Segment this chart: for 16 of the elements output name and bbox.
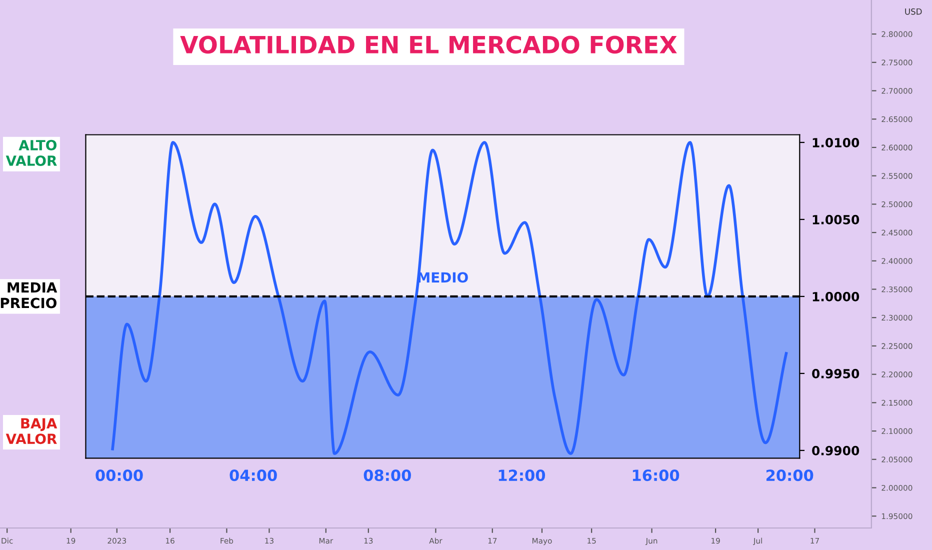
x-tick-label: 16:00	[632, 470, 680, 482]
annotation: ALTO VALOR	[6, 140, 57, 166]
x-tick-label: 04:00	[230, 470, 277, 482]
y-tick-label: 1.0000	[812, 292, 860, 302]
y-tick-label: 0.9900	[812, 446, 860, 456]
y-tick-label: 1.0100	[812, 138, 860, 148]
y-axis-title: USD	[905, 8, 922, 15]
y-tick-label: 1.0050	[812, 214, 860, 224]
annotation: MEDIA PRECIO	[0, 282, 58, 308]
x-tick-label: 20:00	[766, 470, 814, 482]
x-tick-label: 08:00	[364, 470, 411, 482]
x-tick-label: 12:00	[498, 470, 546, 482]
chart-title: VOLATILIDAD EN EL MERCADO FOREX	[180, 36, 677, 54]
y-tick-label: 0.9950	[812, 368, 860, 378]
annotation: BAJA VALOR	[6, 418, 58, 444]
x-tick-label: 00:00	[96, 470, 143, 482]
